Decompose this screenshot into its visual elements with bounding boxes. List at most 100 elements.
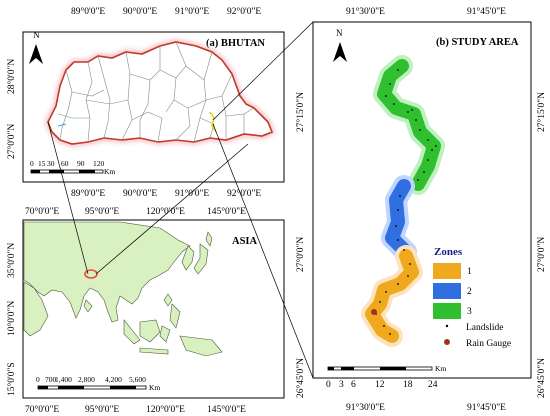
study-bottom-lon-1: 91°30'0"E bbox=[346, 402, 385, 413]
philippines bbox=[169, 303, 181, 329]
svg-text:1,400: 1,400 bbox=[55, 375, 72, 384]
legend-label-rain-gauge: Rain Gauge bbox=[466, 339, 511, 349]
asia-scale-bar: 0 700 1,400 2,800 4,200 5,600 Km bbox=[36, 375, 160, 392]
svg-text:700: 700 bbox=[45, 375, 57, 384]
asia-lat-15s: 15°0'0"S bbox=[6, 362, 17, 396]
asia-bottom-lon-4: 145°0'0"E bbox=[207, 404, 246, 415]
japan bbox=[193, 243, 209, 275]
study-bottom-lon-2: 91°45'0"E bbox=[467, 402, 506, 413]
legend-swatch-zone-2 bbox=[433, 283, 461, 299]
bhutan-bottom-lon-3: 91°0'0"E bbox=[175, 188, 209, 199]
asia-bottom-lon-3: 120°0'0"E bbox=[146, 404, 185, 415]
bhutan-panel: 89°0'0"E 90°0'0"E 91°0'0"E 92°0'0"E 28°0… bbox=[6, 6, 285, 199]
svg-text:Km: Km bbox=[435, 364, 446, 373]
svg-text:18: 18 bbox=[403, 380, 413, 390]
svg-text:15: 15 bbox=[38, 159, 46, 168]
study-top-lon-1: 91°30'0"E bbox=[346, 6, 385, 17]
bhutan-title: (a) BHUTAN bbox=[206, 38, 265, 49]
study-scale-bar: Km 0 3 6 12 18 24 bbox=[326, 364, 446, 390]
asia-title: ASIA bbox=[232, 236, 258, 247]
bhutan-scale-bar: 0 15 30 60 90 120 Km bbox=[30, 159, 115, 176]
zone-1-area bbox=[365, 249, 419, 343]
bhutan-map bbox=[44, 38, 276, 148]
bhutan-top-lon-2: 90°0'0"E bbox=[123, 6, 157, 17]
zones-legend: Zones 1 2 3 Landslide Rain Gauge bbox=[433, 246, 511, 349]
svg-text:0: 0 bbox=[36, 375, 40, 384]
asia-mainland bbox=[23, 221, 191, 323]
svg-text:12: 12 bbox=[375, 380, 385, 390]
study-north-arrow-icon: N bbox=[333, 28, 347, 62]
rain-gauge-marker bbox=[371, 309, 377, 315]
zone-2-area bbox=[385, 179, 413, 259]
legend-swatch-zone-3 bbox=[433, 303, 461, 319]
svg-text:Km: Km bbox=[104, 167, 115, 176]
java bbox=[139, 347, 169, 355]
svg-text:90: 90 bbox=[77, 159, 85, 168]
svg-text:6: 6 bbox=[351, 380, 356, 390]
legend-title: Zones bbox=[434, 246, 463, 258]
svg-text:4,200: 4,200 bbox=[105, 375, 122, 384]
inset-connectors bbox=[47, 21, 314, 379]
svg-text:0: 0 bbox=[30, 159, 34, 168]
bhutan-bottom-lon-1: 89°0'0"E bbox=[71, 188, 105, 199]
svg-text:0: 0 bbox=[326, 380, 331, 390]
study-right-lat-3: 26°45'0"N bbox=[536, 358, 547, 398]
study-top-lon-2: 91°45'0"E bbox=[467, 6, 506, 17]
taiwan bbox=[163, 293, 173, 307]
svg-text:Km: Km bbox=[149, 383, 160, 392]
svg-text:N: N bbox=[336, 28, 343, 38]
bhutan-top-lon-3: 91°0'0"E bbox=[175, 6, 209, 17]
asia-bottom-lon-2: 95°0'0"E bbox=[85, 404, 119, 415]
asia-lat-35n: 35°0'0"N bbox=[6, 243, 17, 278]
asia-top-lon-2: 95°0'0"E bbox=[85, 206, 119, 217]
bhutan-bottom-lon-4: 92°0'0"E bbox=[227, 188, 261, 199]
korea bbox=[181, 245, 195, 271]
legend-landslide-dot-icon bbox=[445, 324, 449, 328]
svg-text:60: 60 bbox=[61, 159, 69, 168]
arabia bbox=[23, 281, 49, 337]
hokkaido bbox=[205, 231, 213, 247]
asia-lat-10n: 10°0'0"N bbox=[6, 301, 17, 336]
asia-top-lon-3: 120°0'0"E bbox=[146, 206, 185, 217]
landslide-points bbox=[375, 69, 437, 335]
legend-label-zone-2: 2 bbox=[467, 287, 472, 297]
legend-label-landslide: Landslide bbox=[466, 323, 503, 333]
study-left-lat-3: 26°45'0"N bbox=[295, 358, 306, 398]
study-right-lat-1: 27°15'0"N bbox=[536, 92, 547, 132]
legend-swatch-zone-1 bbox=[433, 263, 461, 279]
asia-top-lon-4: 145°0'0"E bbox=[207, 206, 246, 217]
asia-bottom-lon-1: 70°0'0"E bbox=[25, 404, 59, 415]
svg-text:120: 120 bbox=[93, 159, 105, 168]
asia-panel: 70°0'0"E 95°0'0"E 120°0'0"E 145°0'0"E 35… bbox=[6, 206, 285, 415]
legend-label-zone-1: 1 bbox=[467, 267, 472, 277]
legend-label-zone-3: 3 bbox=[467, 307, 472, 317]
bhutan-top-lon-4: 92°0'0"E bbox=[227, 6, 261, 17]
north-arrow-icon: N bbox=[29, 30, 43, 64]
bhutan-bottom-lon-2: 90°0'0"E bbox=[123, 188, 157, 199]
sulawesi bbox=[159, 325, 171, 343]
svg-text:2,800: 2,800 bbox=[78, 375, 95, 384]
asia-map bbox=[23, 221, 223, 357]
svg-text:5,600: 5,600 bbox=[129, 375, 146, 384]
bhutan-districts bbox=[57, 41, 255, 143]
study-area-outline bbox=[209, 111, 217, 133]
zone-3-area bbox=[377, 59, 441, 191]
borneo bbox=[139, 319, 161, 343]
bhutan-river bbox=[57, 123, 67, 127]
study-right-lat-2: 27°0'0"N bbox=[536, 237, 547, 272]
bhutan-location-marker bbox=[84, 269, 98, 279]
study-left-lat-2: 27°0'0"N bbox=[295, 237, 306, 272]
study-area-panel: 91°30'0"E 91°45'0"E 27°15'0"N 27°0'0"N 2… bbox=[295, 6, 547, 413]
study-frame bbox=[312, 21, 532, 379]
sumatra bbox=[123, 319, 141, 345]
svg-text:N: N bbox=[33, 30, 40, 40]
study-title: (b) STUDY AREA bbox=[436, 37, 519, 48]
study-corridor bbox=[361, 55, 445, 347]
sri-lanka bbox=[83, 299, 93, 313]
bhutan-lat-27: 27°0'0"N bbox=[6, 124, 17, 159]
new-guinea bbox=[179, 335, 223, 357]
bhutan-top-lon-1: 89°0'0"E bbox=[71, 6, 105, 17]
bhutan-lat-28: 28°0'0"N bbox=[6, 59, 17, 94]
asia-top-lon-1: 70°0'0"E bbox=[25, 206, 59, 217]
